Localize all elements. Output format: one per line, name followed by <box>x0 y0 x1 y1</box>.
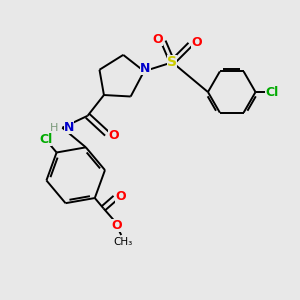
Text: N: N <box>140 62 151 75</box>
Text: O: O <box>108 129 119 142</box>
Text: O: O <box>112 219 122 232</box>
Text: Cl: Cl <box>39 133 52 146</box>
Text: N: N <box>64 121 74 134</box>
Text: H: H <box>50 123 58 133</box>
Text: S: S <box>167 55 177 69</box>
Text: Cl: Cl <box>266 85 279 98</box>
Text: O: O <box>191 36 202 49</box>
Text: O: O <box>152 33 163 46</box>
Text: CH₃: CH₃ <box>113 237 132 247</box>
Text: O: O <box>115 190 126 203</box>
